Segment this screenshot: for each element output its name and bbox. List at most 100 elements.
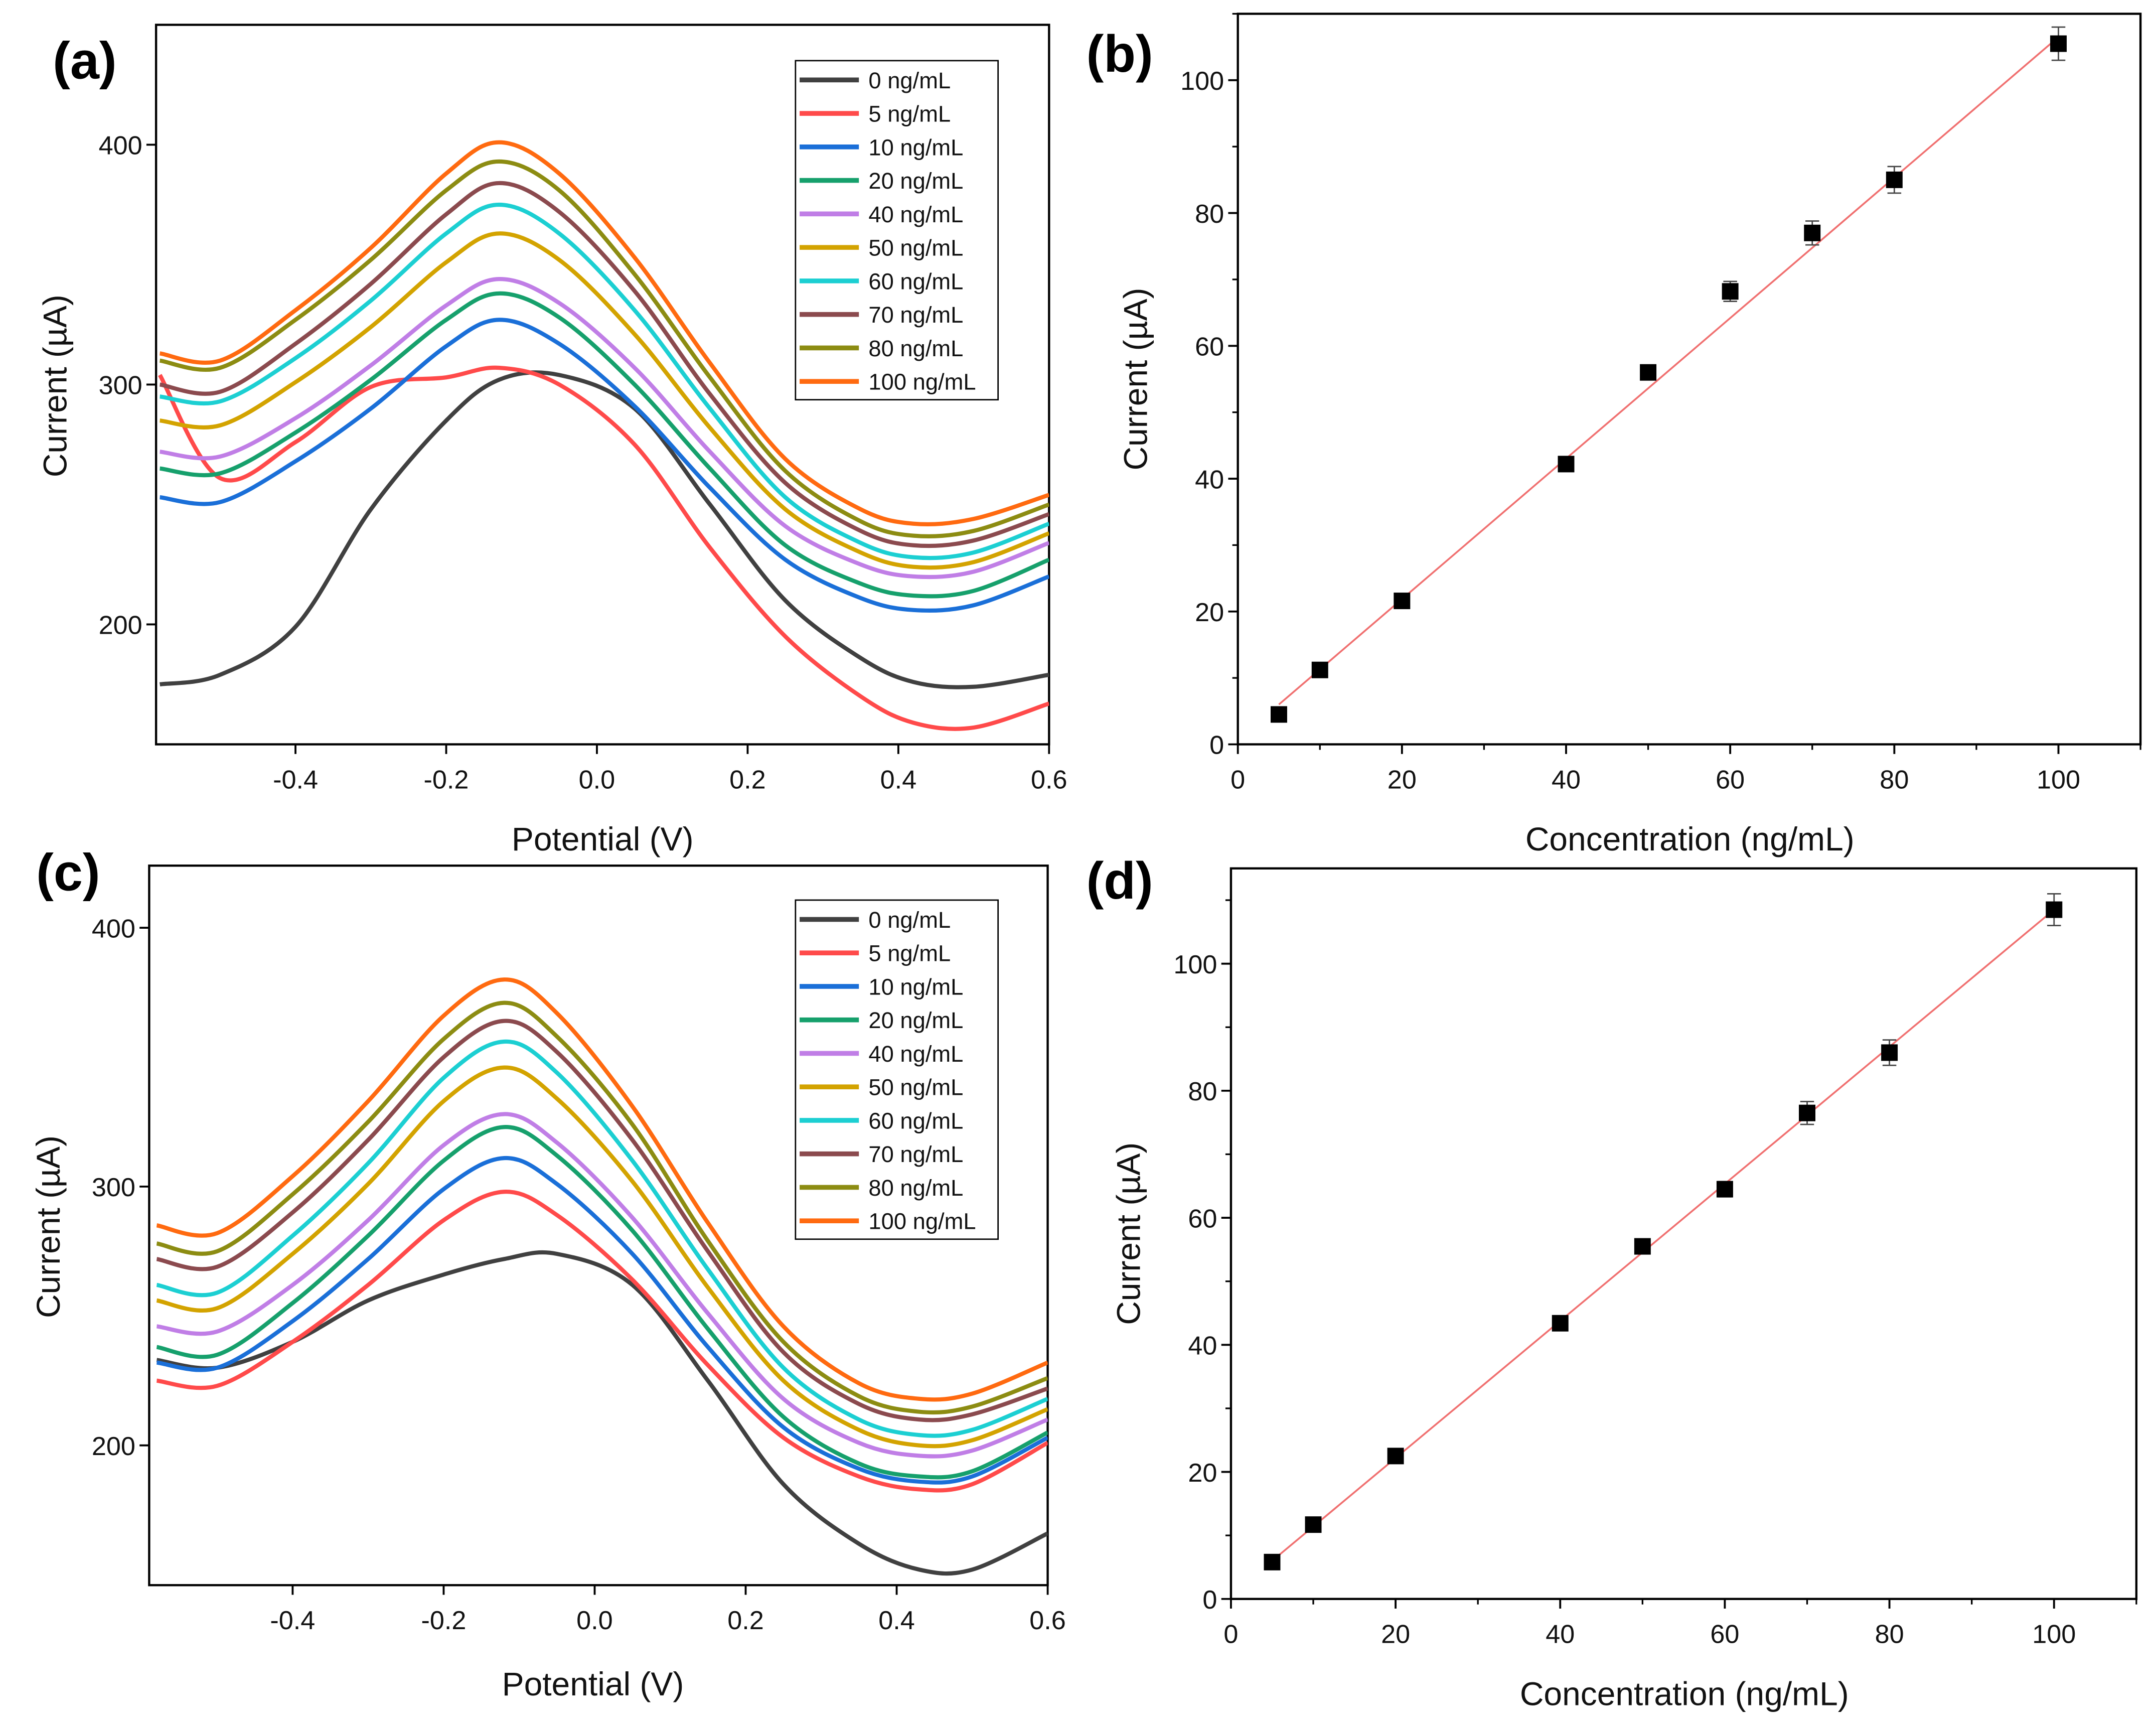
series-line-5-ng-ml	[156, 1190, 1048, 1493]
x-tick-label: 40	[1552, 765, 1581, 794]
y-tick-label: 300	[92, 1173, 135, 1202]
legend-label: 100 ng/mL	[868, 1209, 976, 1234]
panel-label: (c)	[36, 843, 100, 902]
y-tick-label: 40	[1195, 465, 1224, 494]
legend-box	[795, 899, 999, 1240]
legend-label: 60 ng/mL	[868, 268, 963, 294]
panel-label: (a)	[53, 32, 117, 90]
y-axis-label: Current (µA)	[37, 295, 74, 477]
data-point	[1881, 1044, 1898, 1061]
x-tick-label: 0.6	[1031, 765, 1067, 794]
data-point	[1640, 364, 1657, 381]
panel-d: (d) 0 20 40 60 80 100 0 20 40 60 80 100 Concentration…	[1086, 851, 2138, 1712]
series-line-0-ng-ml	[159, 370, 1049, 689]
plot-frame	[148, 865, 1049, 1587]
y-tick-label: 400	[99, 131, 142, 161]
data-point	[1804, 224, 1821, 241]
x-tick-label: 0.4	[880, 765, 917, 794]
x-tick-label: 60	[1710, 1620, 1739, 1649]
legend-label: 40 ng/mL	[868, 1041, 963, 1067]
x-tick-label: 0	[1223, 1620, 1238, 1649]
legend-label: 80 ng/mL	[868, 336, 963, 361]
data-point	[1270, 706, 1287, 723]
x-axis-label: Potential (V)	[502, 1665, 684, 1702]
legend-label: 10 ng/mL	[868, 974, 963, 999]
data-point	[1634, 1238, 1651, 1255]
panel-label: (d)	[1086, 851, 1153, 910]
legend-label: 70 ng/mL	[868, 1141, 963, 1167]
legend-label: 0 ng/mL	[868, 68, 951, 93]
series-line-50-ng-ml	[160, 231, 1049, 570]
y-tick-label: 200	[99, 611, 142, 640]
legend-label: 20 ng/mL	[868, 168, 963, 194]
data-point	[1552, 1315, 1569, 1332]
data-point	[2046, 901, 2063, 918]
legend-label: 10 ng/mL	[868, 134, 963, 160]
x-tick-label: 40	[1546, 1620, 1575, 1649]
legend-label: 20 ng/mL	[868, 1008, 963, 1033]
series-line-100-ng-ml	[159, 140, 1049, 527]
panel-label: (b)	[1086, 25, 1153, 83]
data-point	[1722, 283, 1739, 300]
x-tick-label: 0.4	[878, 1606, 915, 1635]
x-tick-label: 80	[1880, 765, 1909, 794]
legend-label: 100 ng/mL	[868, 369, 976, 395]
series-line-100-ng-ml	[156, 977, 1048, 1402]
plot-frame	[1229, 867, 2138, 1600]
data-point	[1264, 1553, 1281, 1570]
series-line-20-ng-ml	[160, 291, 1049, 599]
y-tick-label: 100	[1180, 67, 1224, 96]
y-tick-label: 80	[1188, 1077, 1217, 1106]
legend-label: 60 ng/mL	[868, 1108, 963, 1133]
x-tick-label: 0	[1230, 765, 1245, 794]
legend-label: 50 ng/mL	[868, 235, 963, 261]
x-tick-label: 0.2	[727, 1606, 764, 1635]
data-point	[1558, 456, 1575, 473]
panel-b: (b) 0 20 40 60 80 100 0 20 40 60 80 100 Concentration…	[1086, 13, 2142, 857]
legend-label: 80 ng/mL	[868, 1175, 963, 1201]
series-line-10-ng-ml	[156, 1156, 1048, 1485]
x-tick-label: 0.0	[579, 765, 615, 794]
series-line-40-ng-ml	[156, 1112, 1048, 1459]
legend-box	[795, 60, 999, 401]
series-line-70-ng-ml	[156, 1019, 1048, 1422]
series-line-60-ng-ml	[160, 202, 1049, 560]
y-axis-label: Current (µA)	[1110, 1142, 1147, 1325]
x-tick-label: 100	[2037, 765, 2080, 794]
y-tick-label: 0	[1209, 731, 1224, 760]
panel-c: (c) -0.4 -0.2 0.0 0.2 0.4 0.6 200 300 400 Potentia…	[30, 843, 1066, 1702]
x-tick-label: 0.6	[1029, 1606, 1066, 1635]
x-tick-label: 80	[1875, 1620, 1904, 1649]
legend-label: 70 ng/mL	[868, 302, 963, 328]
y-tick-label: 0	[1202, 1586, 1217, 1615]
series-line-40-ng-ml	[160, 277, 1049, 580]
x-axis-label: Potential (V)	[512, 820, 694, 857]
legend-label: 5 ng/mL	[868, 101, 951, 127]
data-point	[1886, 171, 1903, 188]
series-line-70-ng-ml	[159, 181, 1049, 548]
x-tick-label: 20	[1388, 765, 1417, 794]
x-tick-label: 100	[2032, 1620, 2076, 1649]
y-tick-label: 60	[1188, 1204, 1217, 1233]
y-tick-label: 400	[92, 914, 135, 943]
series-line-80-ng-ml	[156, 1000, 1048, 1415]
y-tick-label: 20	[1195, 598, 1224, 627]
data-point	[1394, 593, 1411, 610]
x-tick-label: -0.4	[270, 1606, 315, 1635]
plot-frame	[1237, 13, 2142, 746]
x-axis-label: Concentration (ng/mL)	[1520, 1675, 1849, 1712]
x-axis-label: Concentration (ng/mL)	[1525, 820, 1855, 857]
data-point	[1387, 1448, 1404, 1465]
x-tick-label: -0.2	[424, 765, 469, 794]
y-tick-label: 200	[92, 1432, 135, 1461]
y-axis-label: Current (µA)	[30, 1135, 67, 1318]
y-tick-label: 80	[1195, 200, 1224, 229]
series-line-0-ng-ml	[156, 1250, 1048, 1576]
data-point	[1799, 1104, 1816, 1121]
panel-a: (a) -0.4 -0.2 0.0 0.2 0.4 0.6 200 300 400 Potentia…	[37, 24, 1067, 857]
x-tick-label: 20	[1381, 1620, 1410, 1649]
x-tick-label: 0.2	[729, 765, 766, 794]
y-tick-label: 20	[1188, 1459, 1217, 1488]
legend-label: 40 ng/mL	[868, 202, 963, 227]
